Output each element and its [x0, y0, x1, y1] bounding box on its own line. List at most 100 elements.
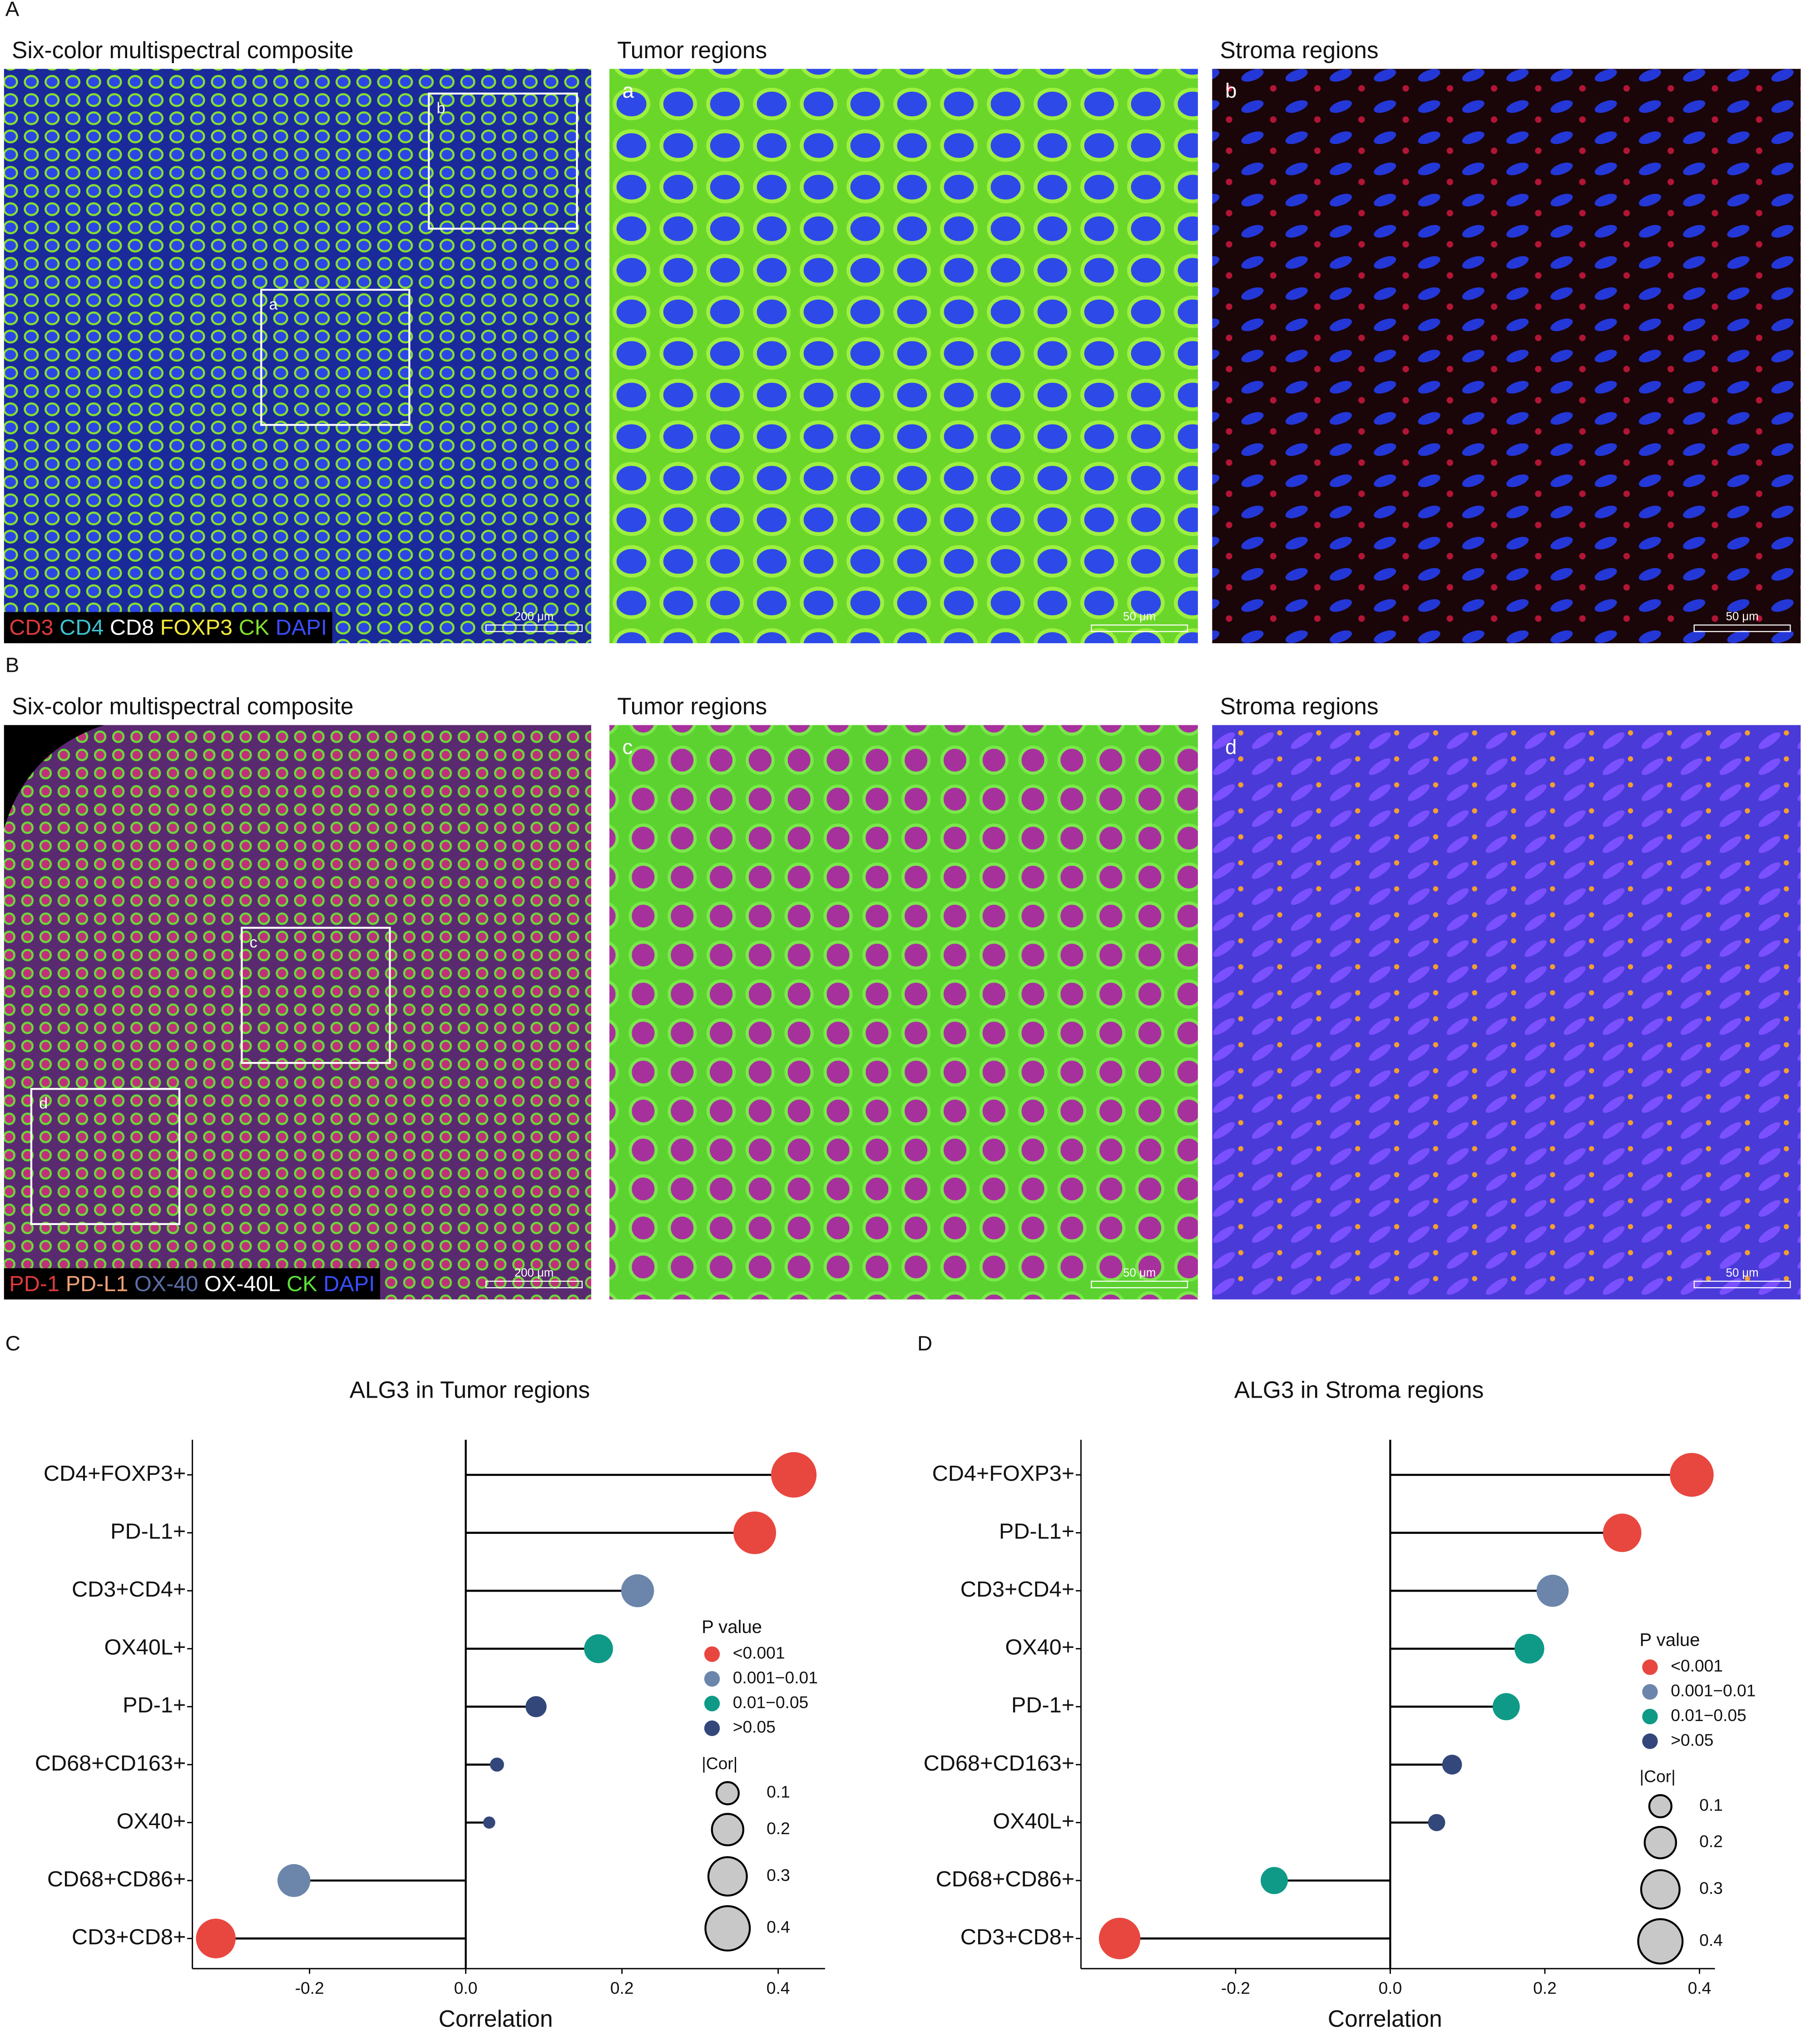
y-tick-label: CD3+CD8+ — [960, 1925, 1074, 1950]
y-tick-label: CD3+CD8+ — [72, 1925, 186, 1950]
image-title: Six-color multispectral composite — [12, 37, 353, 63]
scale-bar-label: 50 μm — [1123, 1266, 1156, 1279]
image-title: Tumor regions — [617, 37, 767, 63]
marker-label: DAPI — [276, 615, 327, 640]
y-tick-label: CD68+CD86+ — [936, 1867, 1074, 1891]
micrograph — [4, 725, 591, 1300]
marker-label: CD4 — [59, 615, 104, 640]
marker-label: CD3 — [9, 615, 53, 640]
micrograph — [4, 69, 591, 644]
panel-letter: C — [5, 1332, 20, 1355]
legend-label: <0.001 — [1671, 1656, 1723, 1675]
panel-letter: A — [5, 0, 20, 20]
size-key-label: 0.2 — [767, 1819, 790, 1838]
scale-bar — [485, 1280, 583, 1289]
point — [196, 1919, 236, 1959]
scale-bar — [1091, 1280, 1188, 1289]
legend-swatch — [1642, 1708, 1658, 1725]
legend-swatch — [704, 1720, 720, 1736]
y-tick-label: CD68+CD86+ — [47, 1867, 186, 1891]
point — [733, 1511, 777, 1554]
size-key-label: 0.4 — [1699, 1930, 1723, 1950]
y-tick-label: OX40L+ — [993, 1809, 1074, 1833]
y-tick-label: OX40+ — [117, 1809, 186, 1833]
inset-box — [260, 288, 411, 426]
marker-label: CD8 — [110, 615, 154, 640]
point — [1428, 1814, 1445, 1831]
marker-label: FOXP3 — [160, 615, 233, 640]
y-tick-label: OX40+ — [1005, 1635, 1074, 1660]
image-title: Six-color multispectral composite — [12, 693, 353, 719]
micrograph — [609, 725, 1198, 1300]
legend-label: 0.001−0.01 — [1671, 1681, 1756, 1700]
x-axis-label: Correlation — [439, 2005, 553, 2032]
x-tick-label: 0.2 — [610, 1979, 634, 1998]
scale-bar — [1091, 624, 1188, 632]
size-key-label: 0.3 — [1699, 1878, 1723, 1897]
x-tick-label: 0.2 — [1533, 1979, 1557, 1998]
inset-box — [30, 1088, 181, 1225]
scale-bar-label: 50 μm — [1726, 610, 1759, 623]
point — [771, 1452, 817, 1498]
legend-label: >0.05 — [1671, 1730, 1713, 1749]
scale-bar-label: 50 μm — [1123, 610, 1156, 623]
scale-bar-label: 200 μm — [515, 1266, 554, 1279]
marker-legend-bg — [4, 612, 332, 644]
point — [1536, 1574, 1569, 1607]
legend-title: P value — [702, 1617, 762, 1637]
zoom-tag: a — [623, 79, 634, 102]
y-tick-label: CD3+CD4+ — [72, 1577, 186, 1602]
legend-label: >0.05 — [733, 1717, 776, 1736]
legend-title: |Cor| — [702, 1754, 737, 1773]
scale-bar-label: 200 μm — [515, 610, 554, 623]
x-tick-label: -0.2 — [295, 1979, 324, 1998]
size-key-label: 0.1 — [767, 1782, 790, 1801]
y-tick-label: OX40L+ — [104, 1635, 186, 1660]
marker-label: PD-1 — [9, 1271, 59, 1296]
size-key — [1643, 1826, 1677, 1860]
image-mask — [4, 725, 104, 829]
image-title: Stroma regions — [1220, 37, 1379, 63]
micrograph — [1212, 725, 1801, 1300]
inset-label: a — [269, 296, 278, 313]
size-key — [711, 1813, 744, 1846]
legend-swatch — [1642, 1733, 1658, 1749]
y-tick-label: CD68+CD163+ — [35, 1751, 186, 1776]
y-tick-label: CD68+CD163+ — [924, 1751, 1074, 1776]
legend-swatch — [704, 1646, 720, 1662]
panel-letter: D — [917, 1332, 932, 1355]
point — [1442, 1755, 1462, 1775]
marker-label: DAPI — [323, 1271, 375, 1296]
chart-title: ALG3 in Tumor regions — [350, 1377, 590, 1403]
point — [1603, 1513, 1642, 1552]
size-key — [1640, 1869, 1681, 1910]
x-tick-label: 0.0 — [454, 1979, 478, 1998]
marker-legend: CD3 CD4 CD8 FOXP3 CK DAPI — [9, 615, 327, 640]
marker-label: OX-40 — [134, 1271, 198, 1296]
inset-label: b — [436, 99, 445, 117]
scale-bar — [1693, 624, 1791, 632]
inset-label: c — [250, 934, 257, 951]
inset-box — [428, 92, 578, 230]
point — [1261, 1867, 1288, 1895]
scale-bar — [485, 624, 583, 632]
panel-letter: B — [5, 654, 20, 677]
inset-label: d — [39, 1095, 48, 1112]
point — [584, 1634, 613, 1663]
legend-label: 0.01−0.05 — [733, 1692, 808, 1712]
y-tick-label: PD-L1+ — [110, 1519, 186, 1543]
chart-title: ALG3 in Stroma regions — [1234, 1377, 1484, 1403]
zoom-tag: d — [1225, 735, 1237, 759]
size-key-label: 0.1 — [1699, 1795, 1723, 1814]
marker-label: CK — [287, 1271, 317, 1296]
size-key — [1648, 1794, 1672, 1819]
x-tick-label: 0.4 — [1688, 1979, 1712, 1998]
legend-swatch — [1642, 1659, 1658, 1675]
marker-label: CK — [239, 615, 270, 640]
x-tick-label: -0.2 — [1221, 1979, 1250, 1998]
zoom-tag: b — [1225, 79, 1237, 102]
point — [1514, 1633, 1544, 1664]
y-tick-label: PD-L1+ — [999, 1519, 1074, 1543]
point — [483, 1816, 495, 1829]
